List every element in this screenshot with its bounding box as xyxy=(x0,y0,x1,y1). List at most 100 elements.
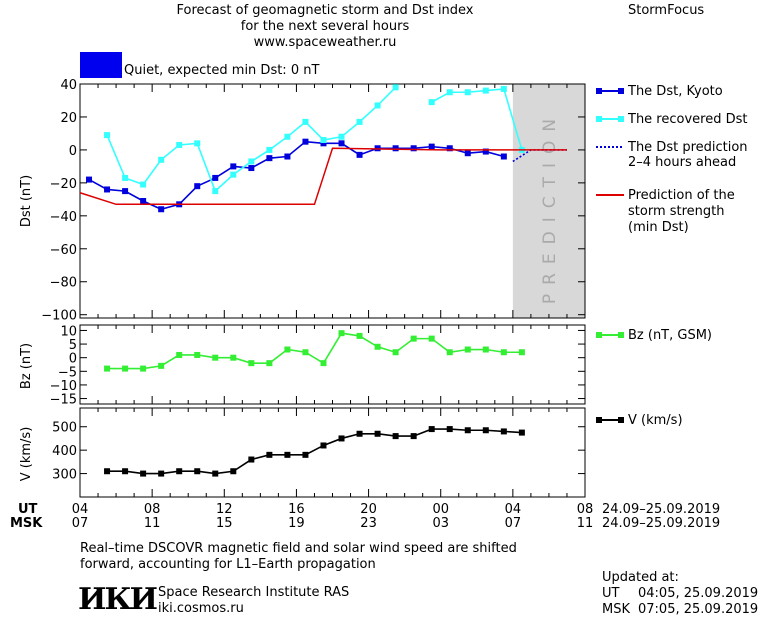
data-point xyxy=(464,150,471,157)
legend-dst-kyoto: The Dst, Kyoto xyxy=(628,84,723,99)
series-line xyxy=(88,140,505,211)
data-point xyxy=(266,146,273,153)
series-line xyxy=(79,147,567,206)
institute-url[interactable]: iki.cosmos.ru xyxy=(158,601,244,616)
y-tick-label: −40 xyxy=(50,210,77,225)
data-point xyxy=(446,349,453,356)
series-line xyxy=(431,88,523,151)
data-point xyxy=(500,349,507,356)
data-point xyxy=(158,470,165,477)
data-point xyxy=(410,335,417,342)
y-tick-label: 40 xyxy=(60,78,77,93)
data-point xyxy=(266,451,273,458)
legend-marker xyxy=(596,332,602,338)
panel-frame xyxy=(79,324,586,405)
data-point xyxy=(410,433,417,440)
ut-tick-label: 08 xyxy=(144,502,161,517)
y-tick-label: −10 xyxy=(50,379,77,394)
data-point xyxy=(302,349,309,356)
data-point xyxy=(266,155,273,162)
updated-label: Updated at: xyxy=(602,570,679,585)
data-point xyxy=(104,468,111,475)
data-point xyxy=(374,102,381,109)
msk-tick-label: 19 xyxy=(288,516,305,531)
ut-tick-label: 08 xyxy=(577,502,594,517)
brand-name: StormFocus xyxy=(628,3,705,18)
y-tick-label: 0 xyxy=(69,352,77,367)
msk-tick-label: 11 xyxy=(144,516,161,531)
data-point xyxy=(140,470,147,477)
data-point xyxy=(464,346,471,353)
legend xyxy=(596,88,624,423)
data-point xyxy=(392,433,399,440)
data-point xyxy=(176,351,183,358)
date-range-ut: 24.09–25.09.2019 xyxy=(602,502,721,517)
data-point xyxy=(392,84,399,91)
data-point xyxy=(248,158,255,165)
legend-storm-line1: Prediction of the xyxy=(628,188,735,203)
data-point xyxy=(194,183,201,190)
msk-tick-label: 15 xyxy=(216,516,233,531)
updated-msk-label: MSK xyxy=(602,602,630,617)
legend-marker xyxy=(596,116,602,122)
series-line xyxy=(107,332,522,370)
status-text: Quiet, expected min Dst: 0 nT xyxy=(124,63,320,78)
chart-subtitle: for the next several hours xyxy=(240,19,410,34)
panel-frame xyxy=(79,83,586,319)
data-point xyxy=(122,188,129,195)
updated-msk-value: 07:05, 25.09.2019 xyxy=(638,602,759,617)
prediction-zone xyxy=(512,84,585,318)
data-point xyxy=(392,349,399,356)
data-point xyxy=(446,89,453,96)
ut-tick-label: 04 xyxy=(72,502,89,517)
data-point xyxy=(518,349,525,356)
data-point xyxy=(86,176,93,183)
series-line xyxy=(106,86,397,193)
data-point xyxy=(338,435,345,442)
legend-recovered: The recovered Dst xyxy=(628,112,748,127)
data-point xyxy=(194,351,201,358)
data-point xyxy=(338,330,345,337)
msk-tick-label: 03 xyxy=(432,516,449,531)
data-point xyxy=(374,343,381,350)
data-point xyxy=(428,143,435,150)
msk-tick-label: 07 xyxy=(72,516,89,531)
legend-marker xyxy=(618,88,624,94)
data-point xyxy=(158,156,165,163)
data-point xyxy=(212,174,219,181)
data-point xyxy=(140,181,147,188)
data-point xyxy=(320,442,327,449)
data-point xyxy=(122,365,129,372)
iki-logo: ИКИ xyxy=(78,582,158,617)
data-point xyxy=(518,429,525,436)
panel-frame xyxy=(79,407,586,498)
data-point xyxy=(212,470,219,477)
series-line xyxy=(107,428,522,475)
data-point xyxy=(104,186,111,193)
legend-v: V (km/s) xyxy=(628,413,683,428)
data-point xyxy=(356,430,363,437)
data-point xyxy=(392,145,399,152)
y-tick-label: 5 xyxy=(69,338,77,353)
y-tick-label: −5 xyxy=(58,365,77,380)
data-point xyxy=(104,132,111,139)
msk-tick-label: 23 xyxy=(360,516,377,531)
legend-marker xyxy=(618,116,624,122)
data-point xyxy=(122,174,129,181)
data-point xyxy=(140,198,147,204)
data-point xyxy=(482,148,489,155)
y-tick-label: 400 xyxy=(52,444,77,459)
msk-tick-label: 11 xyxy=(577,516,594,531)
chart-title: Forecast of geomagnetic storm and Dst in… xyxy=(176,3,474,18)
footer-note-line1: Real–time DSCOVR magnetic field and sola… xyxy=(80,541,517,556)
y-tick-label: 10 xyxy=(60,324,77,339)
data-point xyxy=(482,427,489,434)
ut-tick-label: 20 xyxy=(360,502,377,517)
data-point xyxy=(320,137,327,144)
legend-prediction-line2: 2–4 hours ahead xyxy=(628,155,737,170)
website-link[interactable]: www.spaceweather.ru xyxy=(253,35,397,50)
updated-ut-label: UT xyxy=(602,586,620,601)
